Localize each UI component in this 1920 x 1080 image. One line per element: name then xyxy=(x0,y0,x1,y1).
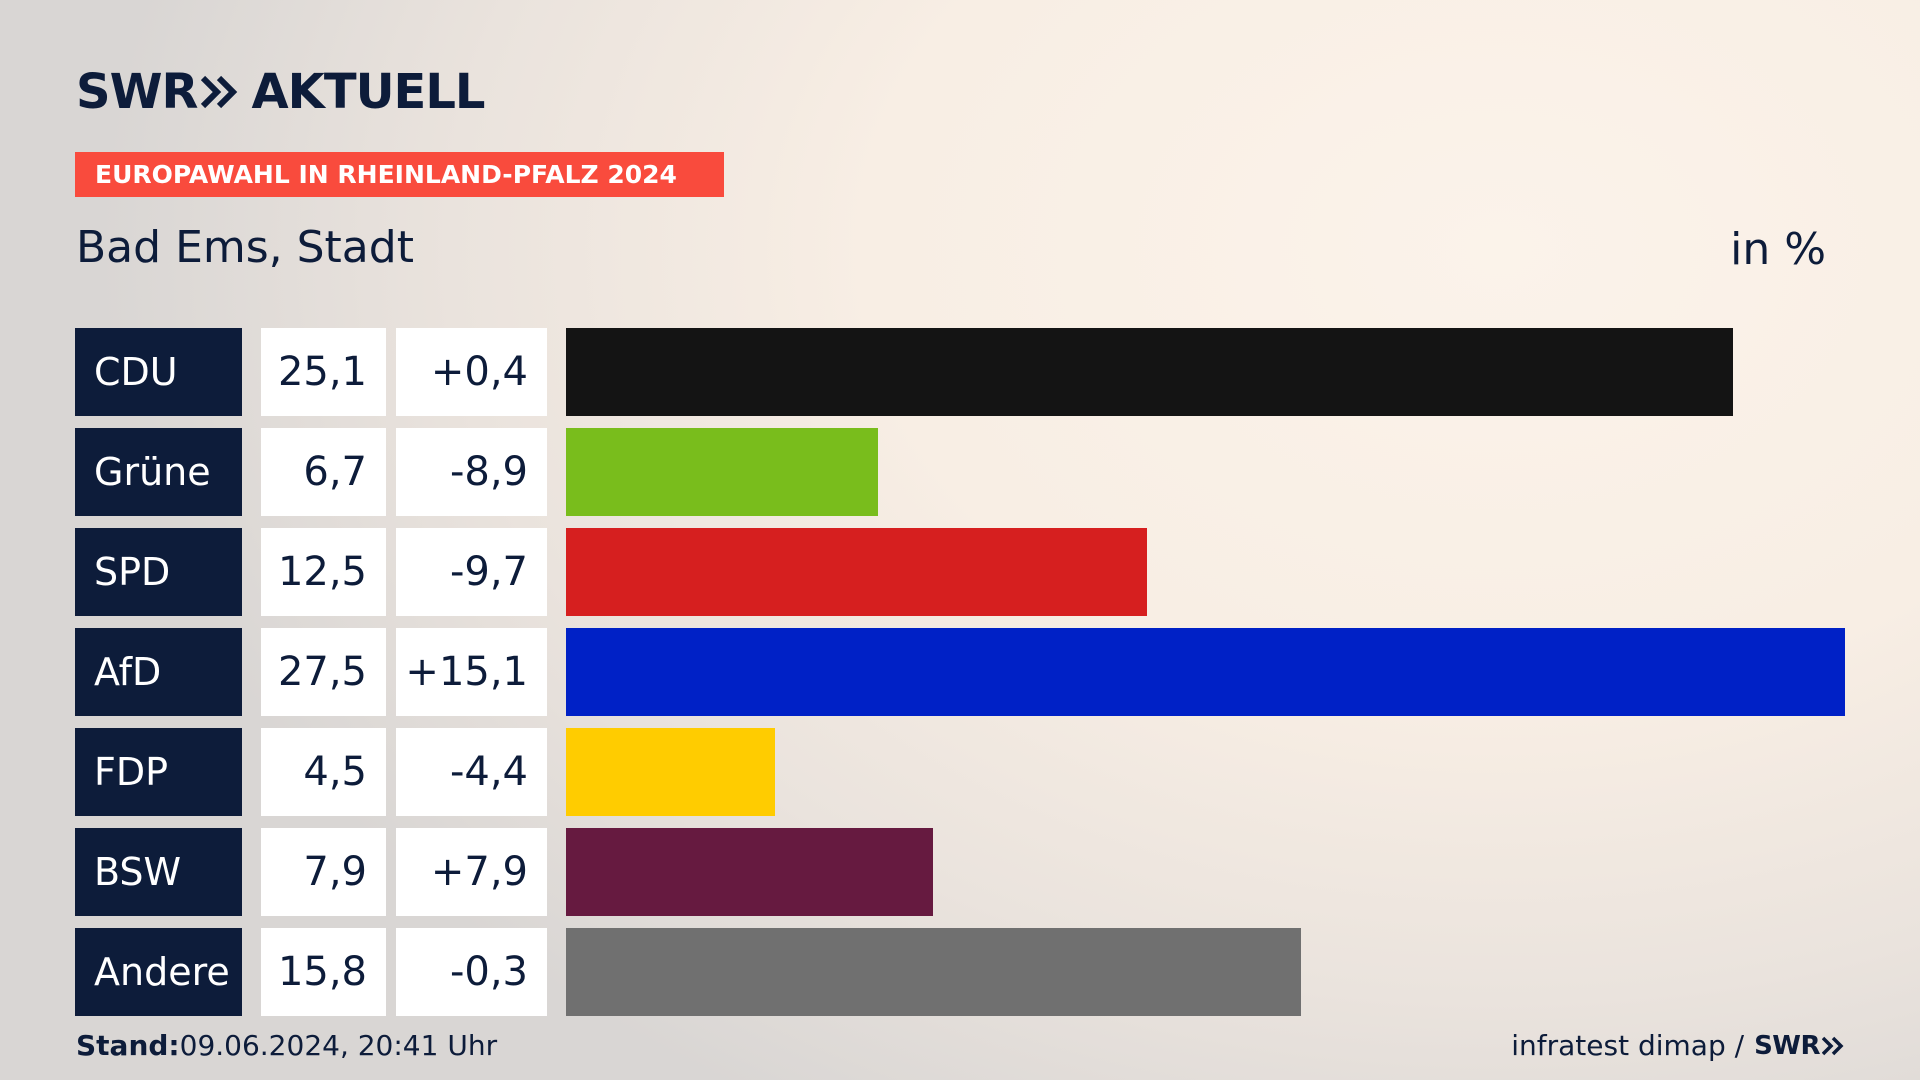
result-bar xyxy=(566,728,775,816)
result-row: CDU 25,1 +0,4 xyxy=(75,328,1875,416)
party-label: FDP xyxy=(75,728,242,816)
result-row: FDP 4,5 -4,4 xyxy=(75,728,1875,816)
swr-aktuell-logo: SWR AKTUELL xyxy=(76,64,486,120)
vote-change-value: -4,4 xyxy=(396,728,547,816)
result-row: Andere 15,8 -0,3 xyxy=(75,928,1875,1016)
party-label: SPD xyxy=(75,528,242,616)
result-bar xyxy=(566,928,1301,1016)
party-label: Andere xyxy=(75,928,242,1016)
vote-share-value: 25,1 xyxy=(261,328,386,416)
result-bar xyxy=(566,828,933,916)
vote-change-value: -0,3 xyxy=(396,928,547,1016)
source-credit: infratest dimap / SWR xyxy=(1511,1028,1844,1064)
logo-aktuell-text: AKTUELL xyxy=(251,64,485,120)
double-chevron-icon xyxy=(201,75,238,109)
vote-share-value: 27,5 xyxy=(261,628,386,716)
region-title: Bad Ems, Stadt xyxy=(76,222,414,273)
vote-share-value: 15,8 xyxy=(261,928,386,1016)
vote-share-value: 4,5 xyxy=(261,728,386,816)
result-row: AfD 27,5 +15,1 xyxy=(75,628,1875,716)
vote-change-value: +0,4 xyxy=(396,328,547,416)
result-bar xyxy=(566,528,1147,616)
result-row: BSW 7,9 +7,9 xyxy=(75,828,1875,916)
party-label: AfD xyxy=(75,628,242,716)
election-banner: EUROPAWAHL IN RHEINLAND-PFALZ 2024 xyxy=(75,152,724,197)
vote-change-value: -8,9 xyxy=(396,428,547,516)
logo-swr-text: SWR xyxy=(76,64,198,120)
swr-small-logo-text: SWR xyxy=(1754,1031,1820,1061)
result-bar xyxy=(566,628,1845,716)
party-label: CDU xyxy=(75,328,242,416)
stand-label: Stand: xyxy=(76,1029,180,1062)
vote-change-value: +7,9 xyxy=(396,828,547,916)
vote-change-value: +15,1 xyxy=(396,628,547,716)
timestamp: Stand:09.06.2024, 20:41 Uhr xyxy=(76,1028,497,1064)
stand-value: 09.06.2024, 20:41 Uhr xyxy=(179,1029,498,1062)
result-bar xyxy=(566,328,1733,416)
party-label: Grüne xyxy=(75,428,242,516)
vote-share-value: 6,7 xyxy=(261,428,386,516)
double-chevron-icon xyxy=(1822,1036,1844,1056)
unit-label: in % xyxy=(1730,224,1826,275)
source-text: infratest dimap / xyxy=(1511,1029,1745,1062)
result-bar xyxy=(566,428,878,516)
vote-share-value: 12,5 xyxy=(261,528,386,616)
result-row: Grüne 6,7 -8,9 xyxy=(75,428,1875,516)
vote-change-value: -9,7 xyxy=(396,528,547,616)
party-label: BSW xyxy=(75,828,242,916)
vote-share-value: 7,9 xyxy=(261,828,386,916)
result-row: SPD 12,5 -9,7 xyxy=(75,528,1875,616)
